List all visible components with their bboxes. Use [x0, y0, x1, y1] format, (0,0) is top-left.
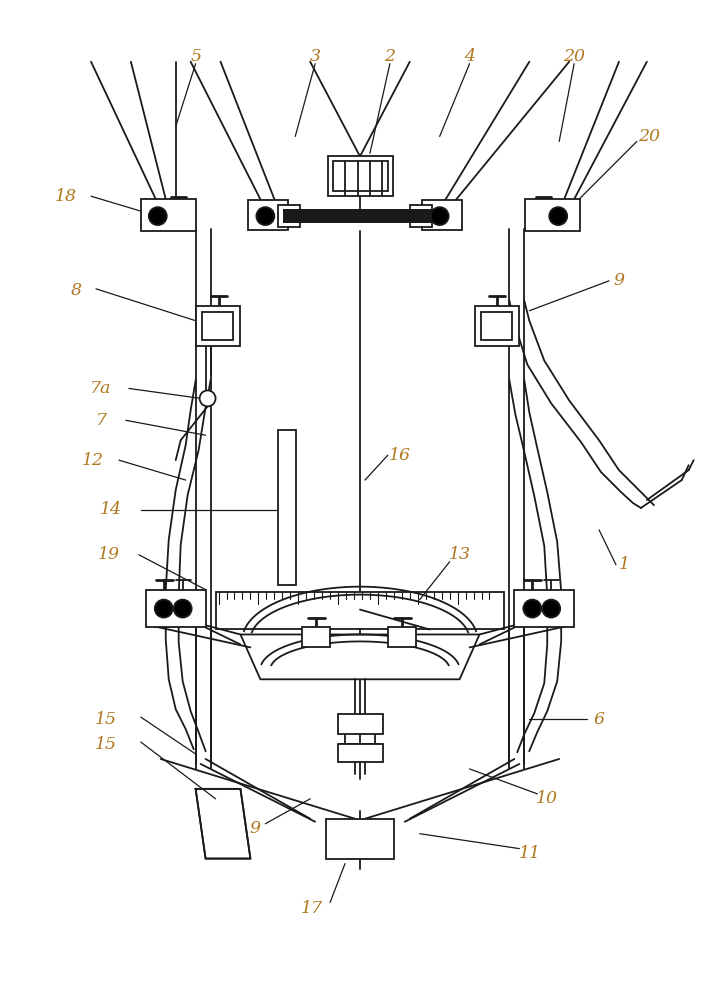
- Bar: [514, 590, 574, 627]
- Text: 15: 15: [95, 736, 117, 753]
- Text: 9: 9: [613, 272, 625, 289]
- Text: 18: 18: [55, 188, 77, 205]
- Bar: [481, 312, 513, 340]
- Bar: [338, 744, 383, 762]
- Bar: [525, 199, 580, 231]
- Bar: [196, 306, 240, 346]
- Bar: [333, 161, 388, 191]
- Text: 17: 17: [301, 900, 323, 917]
- Circle shape: [257, 207, 274, 225]
- Circle shape: [523, 600, 541, 618]
- Polygon shape: [196, 789, 250, 859]
- Bar: [279, 430, 296, 585]
- Bar: [201, 312, 233, 340]
- Text: 7a: 7a: [90, 380, 112, 397]
- Text: 12: 12: [82, 452, 104, 469]
- Text: 11: 11: [518, 845, 540, 862]
- Circle shape: [542, 600, 560, 618]
- Text: 10: 10: [536, 790, 558, 807]
- Text: 1: 1: [618, 556, 630, 573]
- Bar: [326, 819, 393, 859]
- Bar: [146, 590, 206, 627]
- Bar: [216, 592, 504, 629]
- Bar: [338, 714, 383, 734]
- Bar: [422, 200, 462, 230]
- Text: 19: 19: [98, 546, 120, 563]
- Text: 3: 3: [310, 48, 320, 65]
- Text: 15: 15: [95, 711, 117, 728]
- Bar: [388, 627, 415, 647]
- Text: 9: 9: [250, 820, 261, 837]
- Text: 20: 20: [563, 48, 585, 65]
- Bar: [302, 627, 330, 647]
- Text: 20: 20: [638, 128, 660, 145]
- Circle shape: [549, 207, 567, 225]
- Text: 8: 8: [71, 282, 82, 299]
- Text: 16: 16: [389, 447, 411, 464]
- Circle shape: [200, 390, 216, 406]
- Bar: [284, 209, 432, 223]
- Bar: [328, 156, 393, 196]
- Polygon shape: [240, 634, 479, 679]
- Circle shape: [155, 600, 173, 618]
- Text: 7: 7: [96, 412, 106, 429]
- Text: 13: 13: [449, 546, 471, 563]
- Bar: [248, 200, 289, 230]
- Circle shape: [149, 207, 167, 225]
- Bar: [474, 306, 520, 346]
- Text: 5: 5: [190, 48, 201, 65]
- Text: 2: 2: [384, 48, 396, 65]
- Text: 6: 6: [593, 711, 605, 728]
- Text: 14: 14: [100, 501, 122, 518]
- Bar: [141, 199, 196, 231]
- Circle shape: [174, 600, 191, 618]
- Bar: [410, 205, 432, 227]
- Circle shape: [430, 207, 449, 225]
- Bar: [279, 205, 300, 227]
- Text: 4: 4: [464, 48, 475, 65]
